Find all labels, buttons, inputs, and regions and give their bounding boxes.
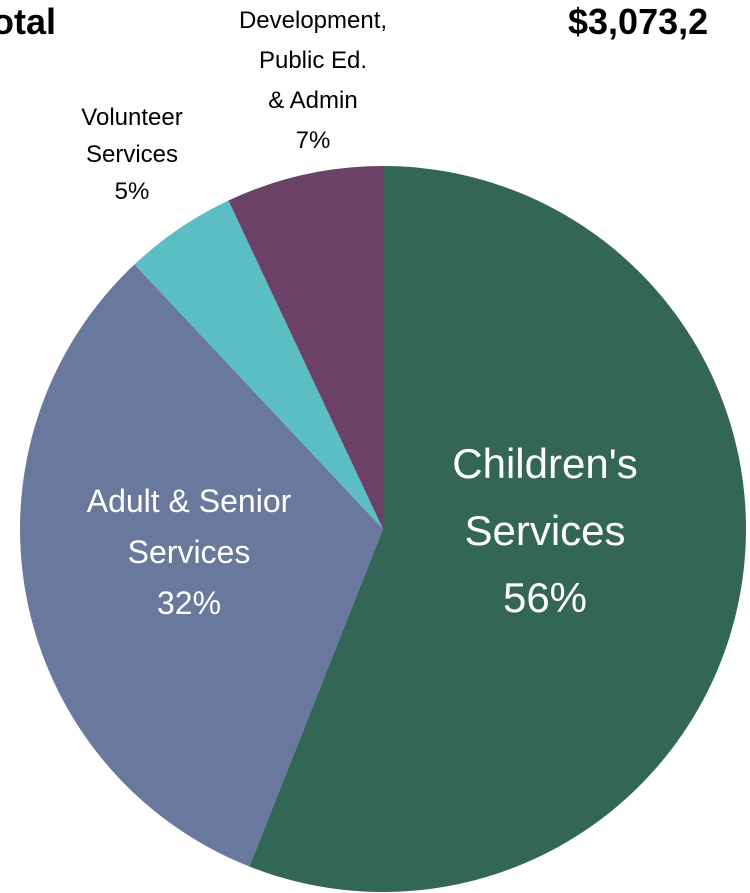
header-title-fragment: otal	[0, 1, 56, 42]
pie-slice-label-1: Adult & Senior Services 32%	[87, 483, 292, 621]
pie-slice-1	[19, 264, 383, 867]
pie-slice-3	[228, 166, 383, 529]
pie-slice-label-0: Children's Services 56%	[452, 440, 637, 621]
pie-labels: Children's Services 56% Adult & Senior Servi…	[81, 7, 637, 621]
pie-slice-label-2: Volunteer Services 5%	[81, 104, 182, 205]
pie-slice-2	[134, 200, 383, 530]
pie-slice-label-3: Development, Public Ed. & Admin 7%	[239, 7, 387, 154]
pie-slices	[19, 166, 746, 892]
header-total-amount: $3,073,2	[568, 1, 708, 42]
pie-slice-0	[249, 166, 746, 892]
